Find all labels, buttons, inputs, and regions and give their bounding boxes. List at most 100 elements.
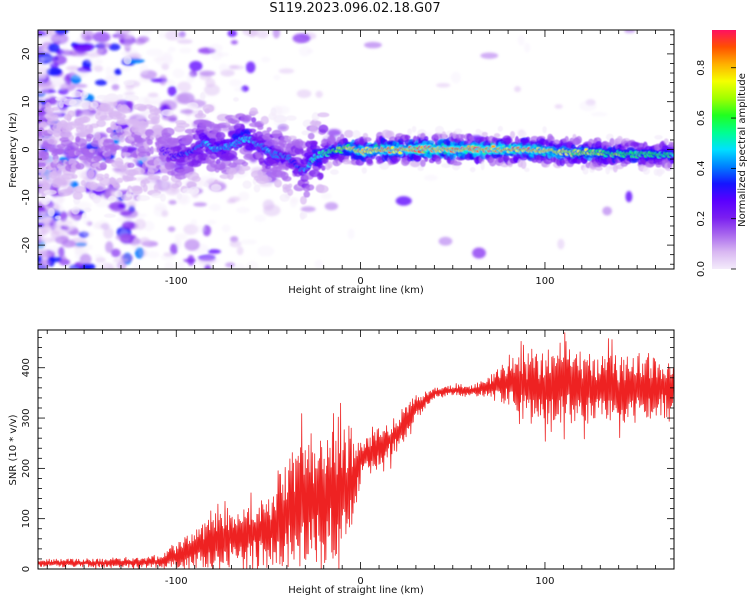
spectrogram-band-blob [132, 167, 146, 175]
spectrogram-noise-blob [69, 49, 78, 57]
spectrogram-noise-blob [163, 252, 174, 257]
spectrogram-band-blob [90, 101, 99, 109]
spectrogram-noise-blob [139, 64, 149, 76]
spectrogram-ridge-core [671, 153, 674, 157]
spectrogram-noise-blob [105, 74, 120, 84]
spectrogram-noise-blob [44, 202, 60, 213]
spectrogram-noise-blob [193, 202, 207, 207]
spectrogram-band-blob [352, 130, 361, 139]
spectrogram-band-blob [115, 113, 126, 120]
spectrogram-noise-blob [57, 246, 65, 258]
spectrogram-noise-blob [80, 30, 95, 42]
spectrogram-noise-blob [161, 78, 174, 83]
spectrogram-band-blob [52, 106, 60, 111]
spectrogram-noise-blob [139, 237, 151, 246]
spectrogram-noise-blob [164, 261, 175, 269]
spectrogram-noise-blob [186, 72, 195, 84]
spectrogram-band-blob [103, 173, 110, 179]
spectrogram-band-blob [361, 167, 367, 174]
spectrogram-band-blob [71, 174, 78, 180]
spectrogram-band-blob [56, 148, 65, 154]
spectrogram-band-blob [116, 177, 124, 184]
spectrogram-band-blob [441, 131, 447, 139]
spectrogram-noise-blob [167, 85, 177, 97]
spectrogram-noise-blob [54, 80, 68, 90]
snr-series-line [38, 332, 674, 569]
spectrogram-noise-blob [207, 249, 222, 254]
spectrogram-band-blob [244, 114, 252, 122]
spectrogram-noise-blob [195, 261, 206, 266]
spectrogram-noise-blob [364, 41, 382, 49]
spectrogram-noise-blob [61, 239, 76, 248]
spectrogram-noise-blob [138, 248, 148, 258]
colorbar-tick-label: 0.0 [696, 261, 707, 277]
spectrogram-noise-blob [47, 43, 60, 53]
spectrogram-band-blob [410, 160, 421, 168]
spectrogram-frame [37, 29, 675, 270]
spectrogram-band-blob [489, 158, 497, 167]
spectrogram-band-blob [251, 117, 257, 123]
spectrogram-noise-blob [438, 236, 453, 246]
spectrogram-band-blob [117, 106, 131, 114]
spectrogram-band-blob [524, 167, 530, 173]
spectrogram-band-blob [38, 162, 46, 168]
spectrogram-noise-blob [95, 79, 108, 86]
spectrogram-noise-blob [113, 68, 122, 76]
spectrogram-band-blob [86, 133, 94, 139]
spectrogram-noise-blob [233, 87, 244, 92]
spectrogram-band-blob [103, 213, 116, 218]
spectrogram-noise-blob [118, 203, 126, 209]
spectrogram-noise-blob [625, 190, 633, 203]
spectrogram-noise-blob [169, 243, 178, 255]
spectrogram-band-blob [185, 133, 196, 141]
spectrogram-band-blob [41, 196, 51, 205]
spectrogram-noise-blob [204, 264, 212, 269]
spectrogram-band-blob [311, 112, 320, 122]
spectrogram-noise-blob [524, 42, 531, 53]
spectrogram-noise-blob [38, 34, 47, 42]
spectrogram-band-blob [315, 184, 329, 194]
snr-y-tick-label: 300 [21, 409, 32, 428]
spectrogram-y-tick-label: -10 [21, 189, 32, 205]
spectrogram-band-blob [175, 180, 182, 188]
spectrogram-band-blob [468, 135, 475, 141]
spectrogram-band-blob [38, 166, 48, 172]
colorbar-tick-label: 0.8 [696, 60, 707, 76]
spectrogram-band-blob [139, 120, 147, 129]
spectrogram-noise-blob [218, 63, 229, 73]
spectrogram-noise-blob [78, 173, 87, 179]
spectrogram-noise-blob [229, 240, 242, 248]
spectrogram-band-blob [274, 179, 282, 188]
spectrogram-noise-blob [111, 248, 121, 258]
spectrogram-band-blob [38, 101, 42, 110]
spectrogram-noise-blob [395, 196, 412, 206]
spectrogram-band-blob [67, 110, 76, 118]
spectrogram-band-blob [93, 197, 100, 204]
spectrogram-noise-blob [123, 36, 135, 49]
spectrogram-noise-blob [172, 68, 185, 79]
spectrogram-noise-blob [147, 92, 159, 98]
spectrogram-noise-blob [93, 65, 104, 72]
spectrogram-band-blob [119, 134, 126, 143]
spectrogram-band-blob [303, 191, 311, 198]
spectrogram-noise-blob [38, 262, 50, 269]
spectrogram-noise-blob [164, 30, 181, 41]
spectrogram-noise-blob [42, 30, 55, 34]
snr-panel: -100 0 100 0 100 200 300 400 Height of straight… [8, 329, 675, 596]
spectrogram-ridge-core [491, 145, 496, 149]
spectrogram-band-blob [161, 175, 169, 182]
spectrogram-noise-blob [517, 35, 525, 46]
spectrogram-noise-blob [75, 46, 90, 52]
spectrogram-band-blob [321, 165, 326, 171]
spectrogram-band-blob [363, 137, 372, 142]
spectrogram-band-blob [233, 97, 239, 102]
spectrogram-band-blob [40, 151, 50, 161]
spectrogram-band-blob [142, 184, 148, 193]
spectrogram-band-blob [54, 177, 67, 185]
spectrogram-noise-blob [143, 220, 155, 232]
spectrogram-band-blob [642, 166, 651, 175]
spectrogram-noise-blob [314, 259, 324, 269]
spectrogram-x-tick-label: 0 [357, 276, 363, 287]
spectrogram-noise-blob [228, 64, 239, 70]
spectrogram-band-blob [125, 176, 137, 182]
